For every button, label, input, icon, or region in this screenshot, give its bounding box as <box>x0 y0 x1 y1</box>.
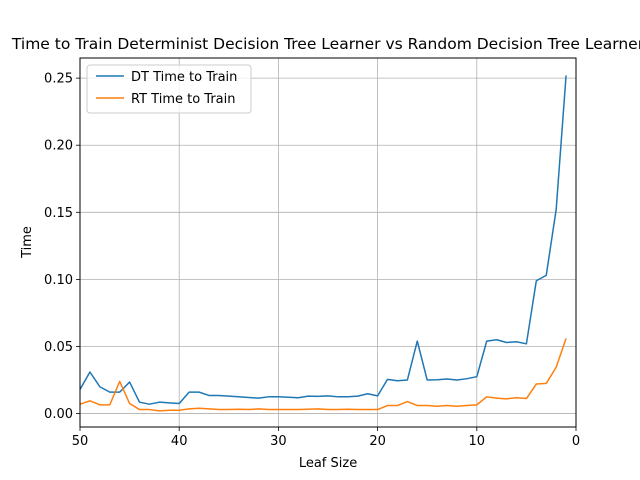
legend-label-rt: RT Time to Train <box>131 92 235 107</box>
chart-title: Time to Train Determinist Decision Tree … <box>11 35 640 53</box>
x-tick-label: 30 <box>270 434 287 449</box>
x-tick-label: 20 <box>369 434 386 449</box>
plot-area <box>80 58 576 427</box>
plot-frame <box>79 57 577 428</box>
y-tick-label: 0.05 <box>44 340 73 355</box>
legend-label-dt: DT Time to Train <box>131 70 237 85</box>
y-tick-label: 0.15 <box>44 206 73 221</box>
x-tick-label: 40 <box>171 434 188 449</box>
series-line-rt <box>79 338 567 412</box>
y-tick-label: 0.25 <box>44 72 73 87</box>
x-tick-label: 50 <box>72 434 89 449</box>
x-axis-label: Leaf Size <box>299 456 357 471</box>
series-line-dt <box>79 75 567 405</box>
legend-box <box>86 64 252 114</box>
y-tick-label: 0.10 <box>44 273 73 288</box>
y-axis-label: Time <box>20 226 35 259</box>
y-tick-label: 0.20 <box>44 139 73 154</box>
x-axis: 50 40 30 20 10 0 <box>72 427 580 449</box>
series-layer <box>79 75 567 412</box>
x-tick-label: 10 <box>469 434 486 449</box>
y-tick-label: 0.00 <box>44 407 73 422</box>
x-tick-label: 0 <box>572 434 580 449</box>
y-axis: 0.00 0.05 0.10 0.15 0.20 0.25 <box>44 72 80 422</box>
legend: DT Time to Train RT Time to Train <box>86 64 252 114</box>
